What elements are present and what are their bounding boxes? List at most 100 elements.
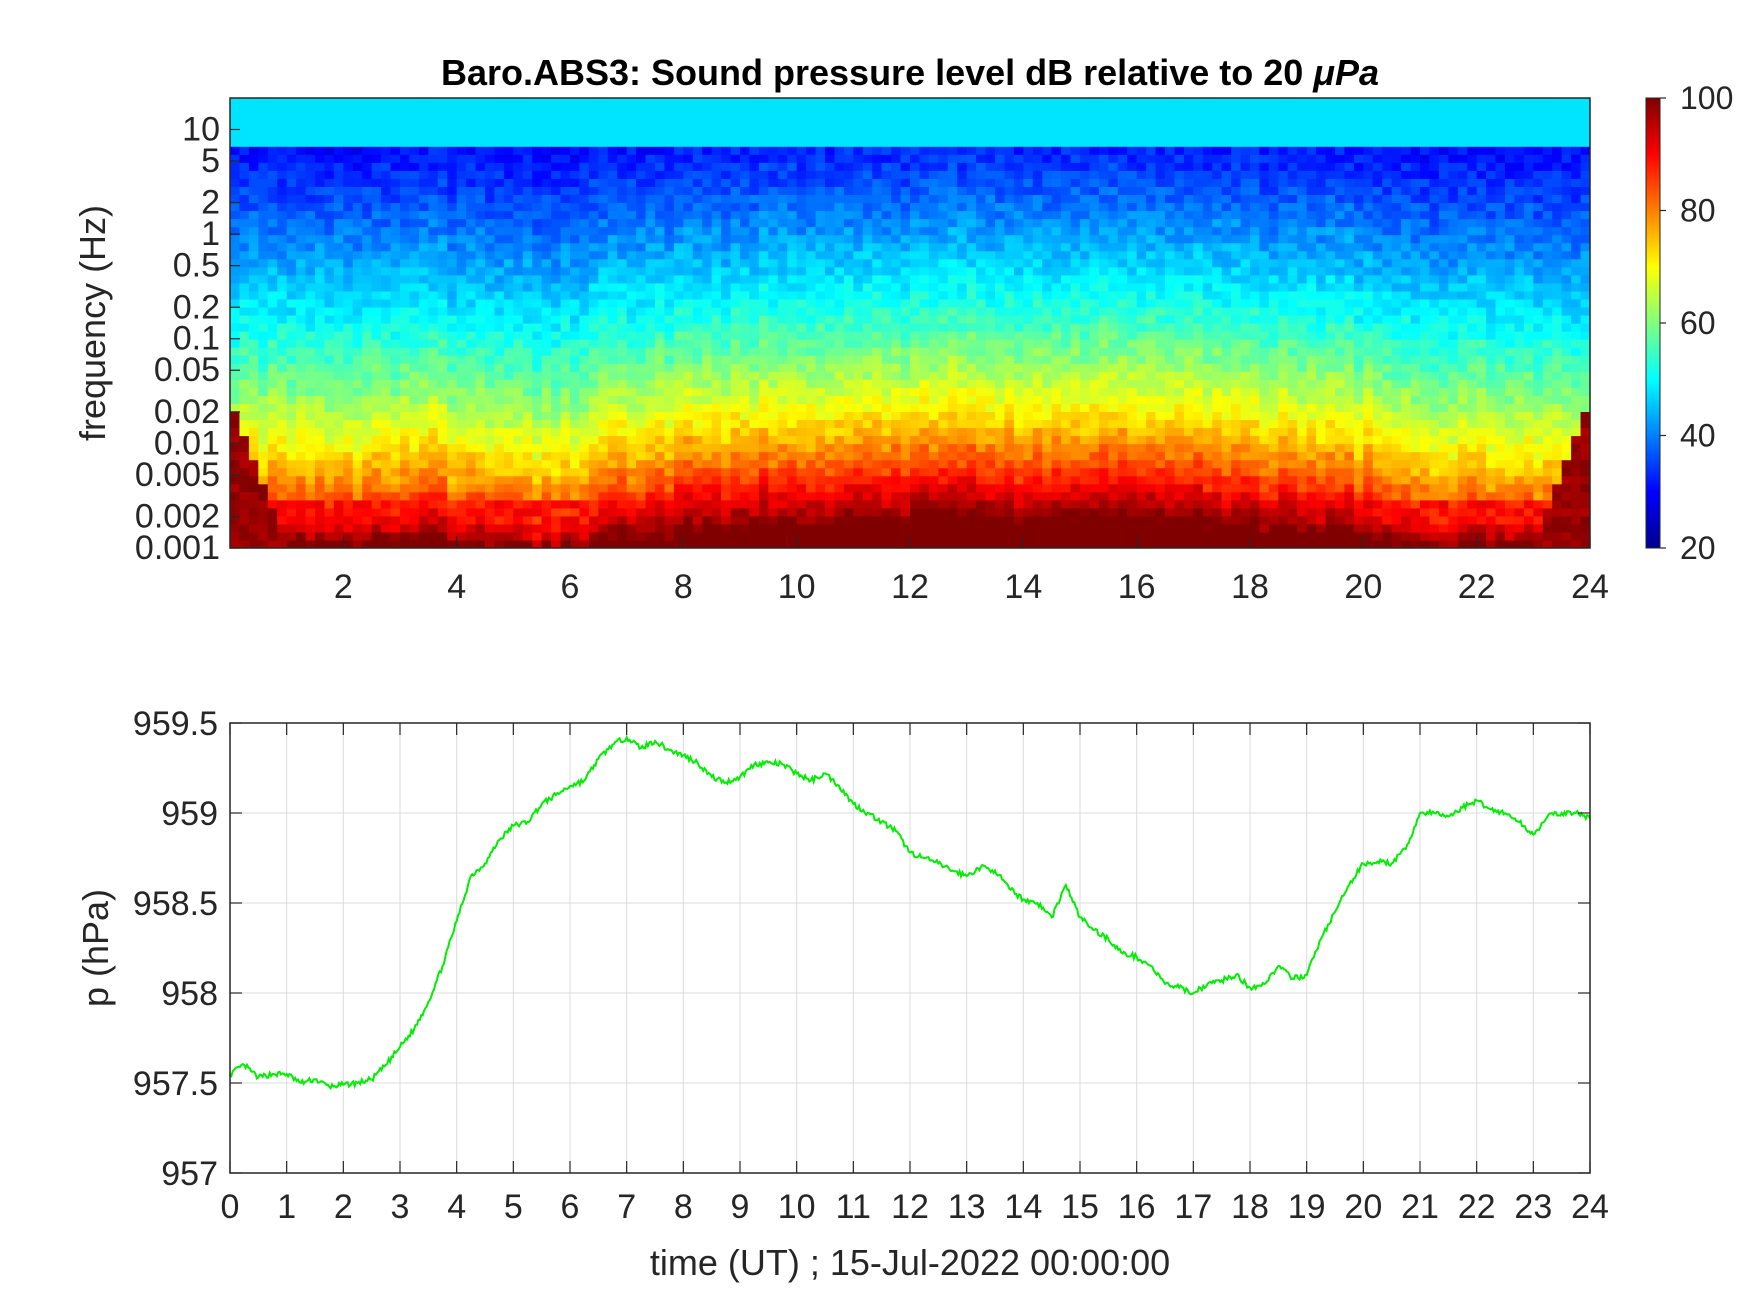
spectrogram-cell [617,130,628,139]
spectrogram-cell [853,314,864,324]
spectrogram-cell [532,515,543,525]
spectrogram-cell [324,274,335,284]
spectrogram-cell [324,258,335,268]
spectrogram-cell [664,258,675,268]
spectrogram-cell [740,106,751,115]
spectrogram-cell [815,323,826,332]
spectrogram-cell [985,443,996,453]
spectrogram-cell [872,114,883,123]
spectrogram-cell [834,194,845,204]
spectrogram-cell [853,443,864,453]
spectrogram-cell [730,154,741,163]
spectrogram-cell [1004,387,1015,396]
spectrogram-cell [664,162,675,171]
spectrogram-cell [872,266,883,276]
spectrogram-cell [456,146,467,155]
spectrogram-cell [381,387,392,396]
spectrogram-cell [371,451,382,461]
spectrogram-cell [362,98,373,107]
spectrogram-cell [617,114,628,123]
spectrogram-cell [683,306,694,316]
spectrogram-cell [475,114,486,123]
spectrogram-cell [371,539,382,548]
spectrogram-cell [910,226,921,236]
spectrogram-cell [277,194,288,204]
spectrogram-cell [957,403,968,412]
spectrogram-cell [485,170,496,179]
spectrogram-cell [248,531,259,541]
spectrogram-cell [513,178,524,187]
spectrogram-cell [806,507,817,517]
spectrogram-cell [267,130,278,139]
spectrogram-cell [343,507,354,517]
spectrogram-cell [400,138,411,147]
spectrogram-cell [551,114,562,123]
spectrogram-cell [522,130,533,139]
spectrogram-cell [588,539,599,548]
spectrogram-cell [466,130,477,139]
spectrogram-cell [588,491,599,501]
spectrogram-cell [938,242,949,252]
spectrogram-cell [466,427,477,437]
spectrogram-cell [749,379,760,388]
spectrogram-cell [721,371,732,380]
spectrogram-cell [853,186,864,196]
spectrogram-cell [447,371,458,380]
spectrogram-cell [258,282,269,292]
spectrogram-cell [806,274,817,284]
spectrogram-cell [239,363,250,372]
spectrogram-cell [995,130,1006,139]
spectrogram-cell [1061,122,1072,131]
spectrogram-cell [730,539,741,548]
spectrogram-cell [305,98,316,107]
spectrogram-cell [551,403,562,412]
spectrogram-cell [418,314,429,324]
spectrogram-cell [617,475,628,485]
spectrogram-cell [910,355,921,364]
spectrogram-cell [532,290,543,300]
spectrogram-cell [655,258,666,268]
spectrogram-cell [541,499,552,509]
spectrogram-cell [560,531,571,541]
spectrogram-cell [806,242,817,252]
spectrogram-cell [598,515,609,525]
spectrogram-cell [626,451,637,461]
spectrogram-cell [749,138,760,147]
spectrogram-cell [976,403,987,412]
spectrogram-cell [324,355,335,364]
spectrogram-cell [730,242,741,252]
spectrogram-cell [598,371,609,380]
spectrogram-cell [1023,122,1034,131]
spectrogram-cell [607,475,618,485]
spectrogram-cell [267,331,278,340]
spectrogram-cell [796,186,807,196]
spectrogram-cell [381,138,392,147]
spectrogram-cell [475,274,486,284]
spectrogram-cell [598,242,609,252]
spectrogram-cell [787,130,798,139]
spectrogram-cell [768,459,779,469]
spectrogram-cell [579,387,590,396]
spectrogram-cell [258,218,269,228]
spectrogram-cell [239,314,250,324]
spectrogram-cell [1032,122,1043,131]
spectrogram-cell [891,435,902,445]
spectrogram-cell [777,427,788,437]
spectrogram-cell [673,523,684,533]
spectrogram-cell [919,323,930,332]
spectrogram-cell [277,306,288,316]
spectrogram-cell [806,379,817,388]
spectrogram-cell [806,539,817,548]
spectrogram-cell [230,451,241,461]
spectrogram-cell [333,483,344,493]
spectrogram-cell [740,274,751,284]
spectrogram-cell [626,539,637,548]
spectrogram-cell [343,202,354,212]
spectrogram-cell [1061,218,1072,228]
spectrogram-cell [834,467,845,477]
spectrogram-cell [570,250,581,260]
spectrogram-cell [598,467,609,477]
spectrogram-cell [806,194,817,204]
spectrogram-cell [607,331,618,340]
spectrogram-cell [485,274,496,284]
